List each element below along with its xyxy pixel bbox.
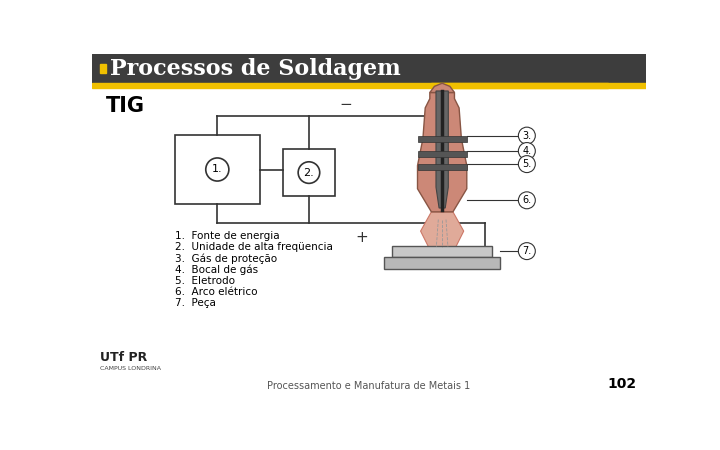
Bar <box>418 164 467 170</box>
Text: CAMPUS LONDRINA: CAMPUS LONDRINA <box>99 366 161 371</box>
Bar <box>392 246 492 256</box>
Bar <box>92 54 647 83</box>
Text: 2.  Unidade de alta freqüencia: 2. Unidade de alta freqüencia <box>175 242 333 252</box>
Text: 7.: 7. <box>522 246 531 256</box>
Circle shape <box>206 158 229 181</box>
Circle shape <box>518 156 536 173</box>
Polygon shape <box>430 83 454 93</box>
Bar <box>175 135 260 204</box>
Text: −: − <box>340 97 352 112</box>
Text: Processos de Soldagem: Processos de Soldagem <box>110 58 401 80</box>
Bar <box>384 256 500 269</box>
Text: +: + <box>355 230 368 244</box>
Bar <box>92 83 647 88</box>
Circle shape <box>518 127 536 144</box>
Text: UTf PR: UTf PR <box>99 351 147 364</box>
Text: 1.: 1. <box>212 165 222 175</box>
Text: 3.: 3. <box>522 130 531 140</box>
Circle shape <box>518 192 536 209</box>
Bar <box>283 148 335 197</box>
Text: 4.: 4. <box>522 146 531 156</box>
Polygon shape <box>420 212 464 254</box>
Bar <box>418 135 467 142</box>
Circle shape <box>518 243 536 260</box>
Text: 7.  Peça: 7. Peça <box>175 298 216 308</box>
Bar <box>431 83 608 88</box>
Circle shape <box>298 162 320 183</box>
Text: 5.: 5. <box>522 159 531 169</box>
Text: TIG: TIG <box>106 96 145 117</box>
Text: 1.  Fonte de energia: 1. Fonte de energia <box>175 231 279 241</box>
Text: 3.  Gás de proteção: 3. Gás de proteção <box>175 253 277 264</box>
Polygon shape <box>436 91 449 208</box>
Text: 102: 102 <box>608 377 637 391</box>
Circle shape <box>518 143 536 159</box>
Text: 4.  Bocal de gás: 4. Bocal de gás <box>175 265 258 275</box>
Bar <box>99 64 106 73</box>
Text: 5.  Eletrodo: 5. Eletrodo <box>175 276 235 286</box>
Text: 2.: 2. <box>304 167 315 178</box>
Polygon shape <box>418 93 467 212</box>
Text: Processamento e Manufatura de Metais 1: Processamento e Manufatura de Metais 1 <box>267 381 471 391</box>
Bar <box>418 151 467 157</box>
Text: 6.: 6. <box>522 195 531 205</box>
Text: 6.  Arco elétrico: 6. Arco elétrico <box>175 287 258 297</box>
